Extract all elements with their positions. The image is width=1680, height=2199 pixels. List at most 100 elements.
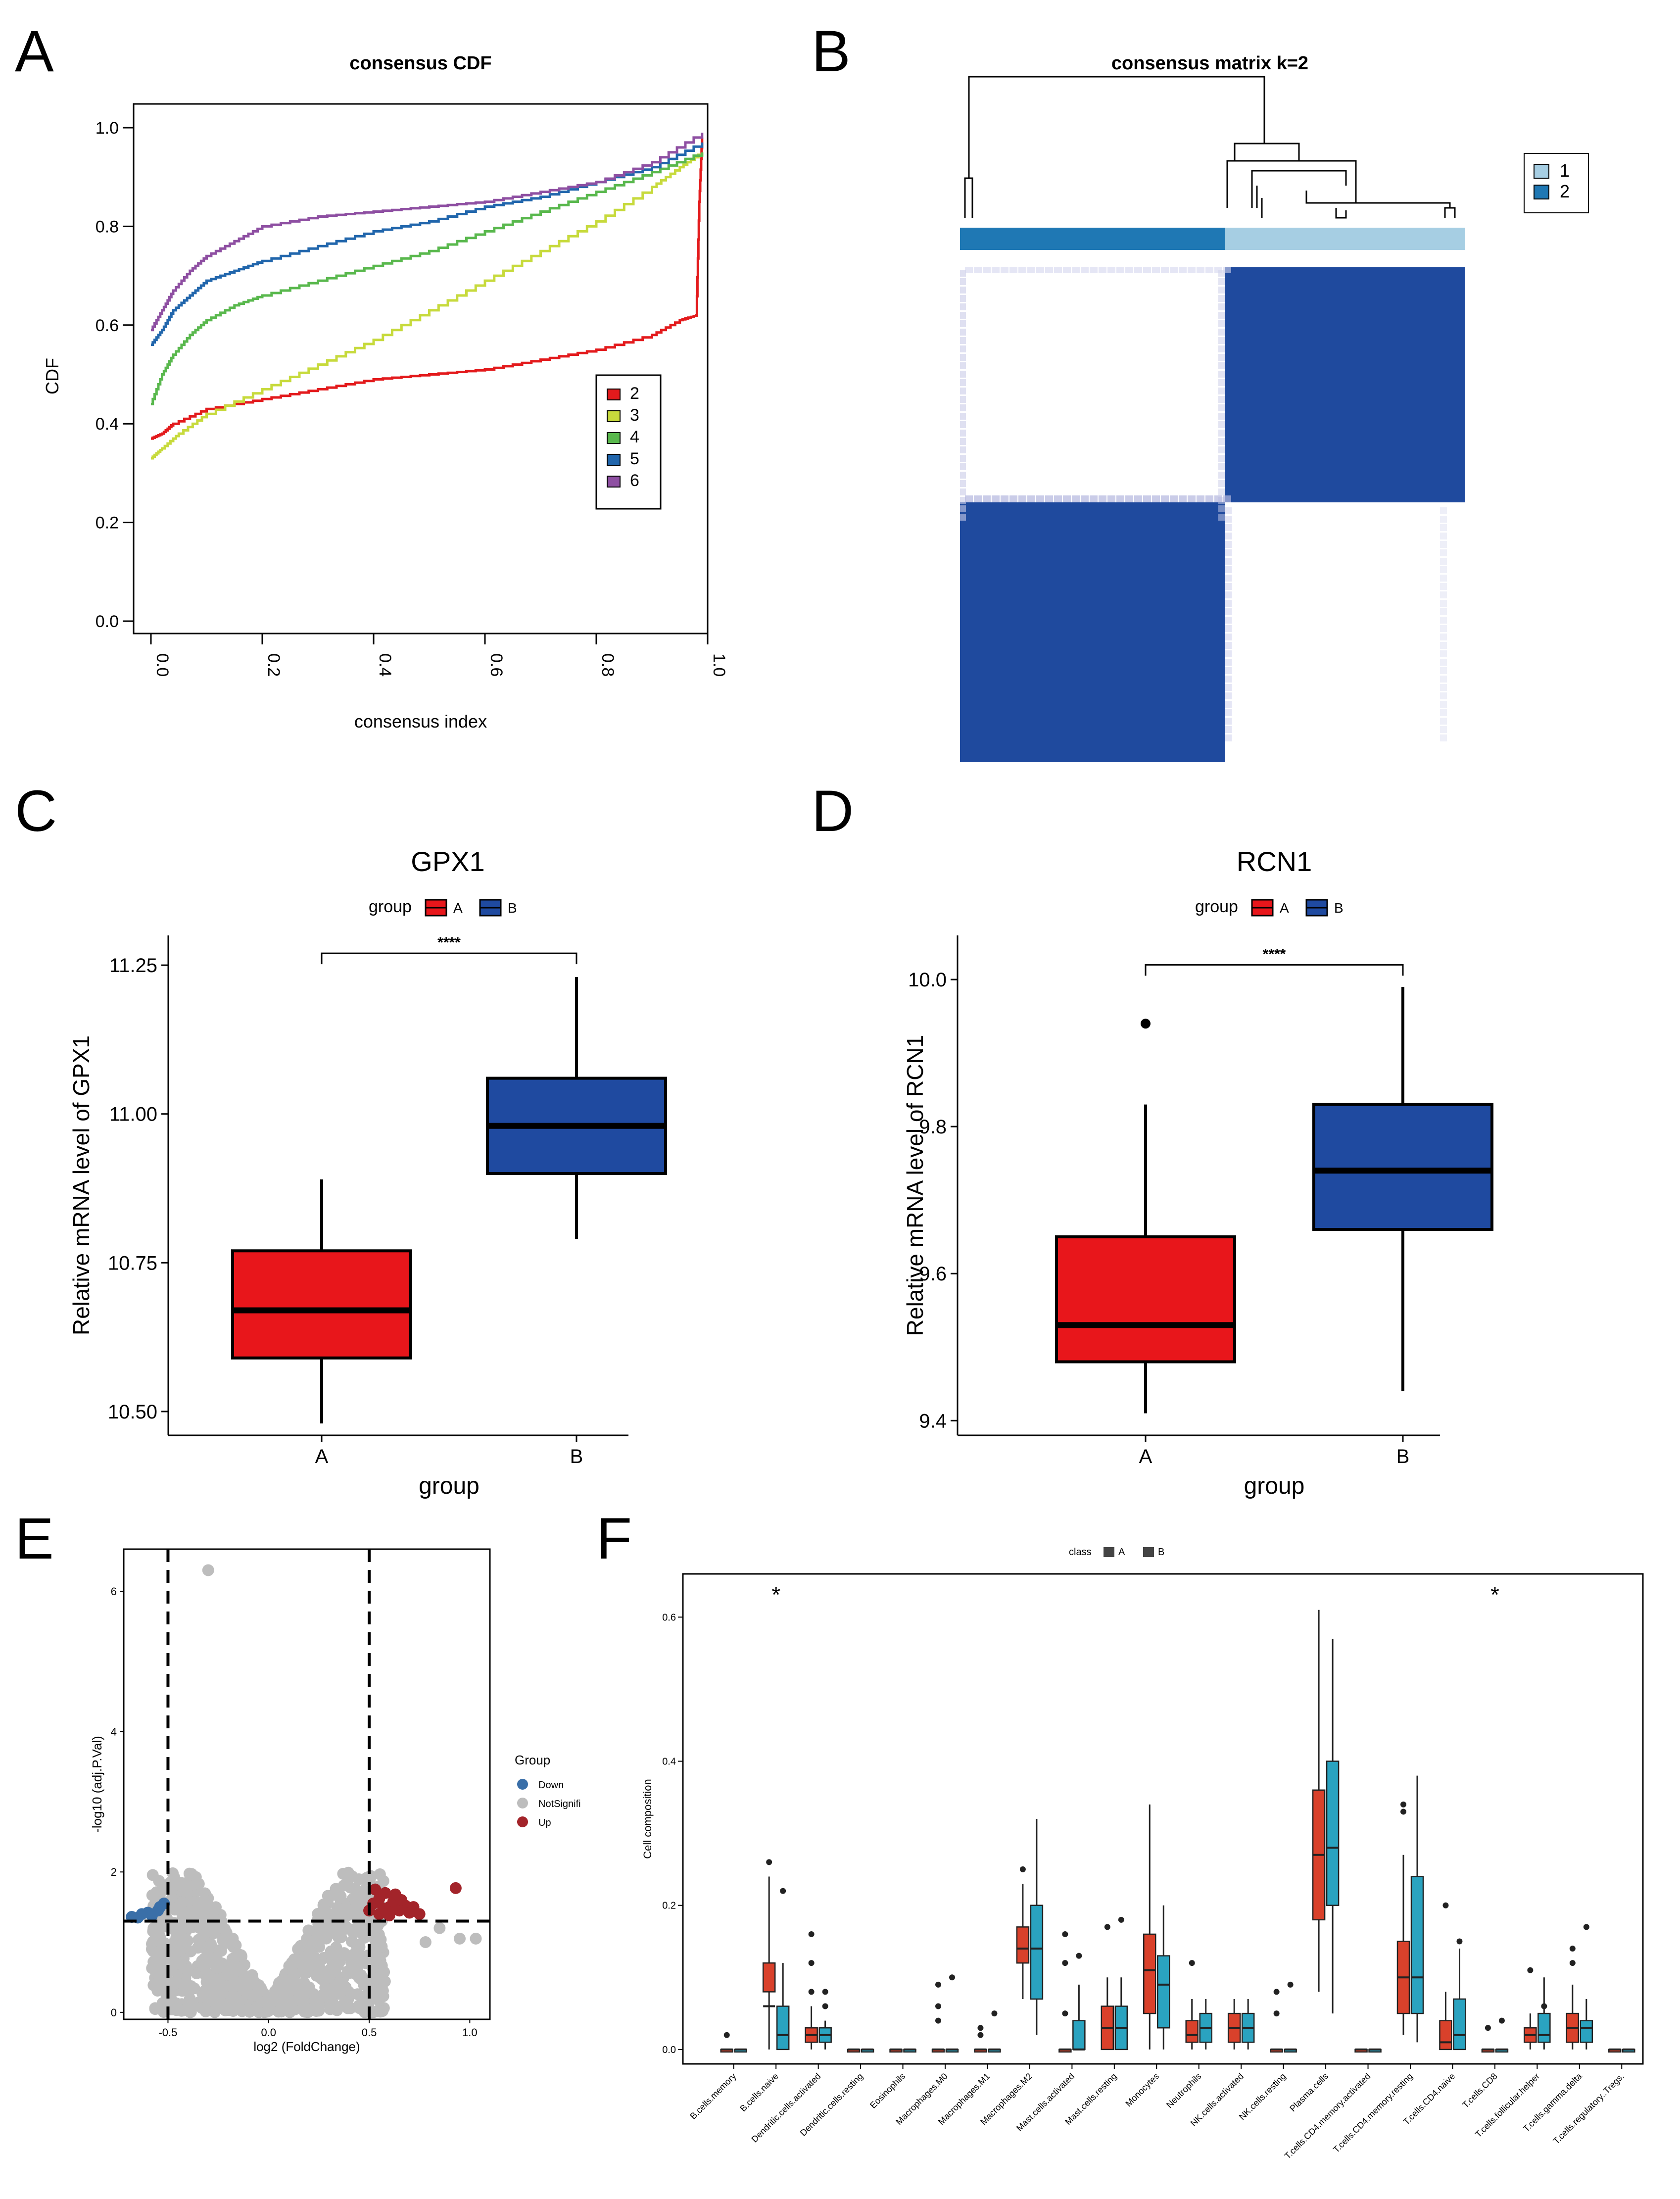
legend-dot (517, 1779, 528, 1790)
ns-point (235, 1965, 246, 1977)
noise-cell (1440, 524, 1447, 531)
y-tick-label: 1.0 (96, 119, 119, 138)
outlier-point (1498, 2017, 1505, 2024)
noise-cell (1225, 650, 1232, 657)
matrix-title: consensus matrix k=2 (1111, 53, 1308, 74)
outlier-point (1062, 1931, 1068, 1937)
noise-cell (960, 455, 966, 462)
noise-cell (1218, 303, 1225, 310)
noise-cell (1218, 455, 1225, 462)
plot-frame (133, 103, 709, 635)
ns-point (168, 1950, 180, 1962)
outlier-point (1485, 2025, 1491, 2031)
ns-point (242, 2003, 254, 2015)
noise-cell (960, 463, 966, 470)
y-tick-label: 2 (111, 1866, 117, 1878)
noise-cell (1218, 421, 1225, 428)
noise-cell (965, 495, 973, 502)
ns-point (200, 1895, 212, 1907)
noise-cell (960, 312, 966, 319)
legend-dot (517, 1816, 528, 1827)
outlier-point (1273, 1989, 1280, 1995)
noise-cell (992, 267, 1000, 273)
ns-point (358, 1884, 370, 1897)
legend-title: class (1069, 1547, 1092, 1558)
ns-point (378, 1966, 390, 1978)
ns-point (470, 1932, 482, 1945)
matrix-block-top-right (1225, 267, 1465, 502)
noise-cell (1197, 267, 1204, 273)
y-tick-label: 10.50 (108, 1401, 157, 1423)
noise-cell (1054, 495, 1062, 502)
panel-label-d: D (812, 779, 854, 844)
not-significant-points (145, 1564, 482, 2018)
x-tick-label: Neutrophils (1164, 2071, 1203, 2110)
outlier-point (808, 1931, 815, 1937)
ns-point (183, 1867, 195, 1880)
panel-label-e: E (15, 1506, 54, 1571)
noise-cell (1440, 507, 1447, 514)
outlier-point (1569, 1960, 1576, 1966)
down-point (145, 1909, 158, 1922)
y-axis-label: CDF (42, 358, 62, 394)
noise-cell (1440, 667, 1447, 674)
ns-point (333, 1904, 345, 1916)
legend-title: Group (515, 1753, 550, 1767)
noise-cell (1143, 267, 1151, 273)
outlier-point (977, 2032, 984, 2038)
outlier-point (1076, 1953, 1082, 1959)
noise-cell (1218, 463, 1225, 470)
ns-point (301, 2003, 314, 2015)
noise-cell (960, 354, 966, 361)
noise-cell (1440, 516, 1447, 523)
ns-point (321, 1991, 334, 2004)
matrix-noise (960, 267, 1447, 741)
box-B (1072, 2020, 1086, 2051)
noise-cell (1090, 267, 1098, 273)
y-tick-label: 10.0 (908, 969, 947, 991)
y-tick-label: 0.4 (96, 415, 119, 434)
box-A (231, 1249, 412, 1360)
noise-cell (1099, 267, 1106, 273)
x-tick-label: B.cells.naive (738, 2071, 780, 2114)
noise-cell (1218, 287, 1225, 293)
matrix-legend-swatch (1534, 185, 1549, 199)
y-tick-label: 0.2 (662, 1901, 676, 1911)
outlier-points (723, 1801, 1589, 2038)
outlier-point (1442, 1902, 1449, 1908)
cluster-bar-2 (960, 228, 1225, 250)
noise-cell (1225, 625, 1232, 632)
legend-label-B: B (1334, 900, 1344, 916)
ns-point (208, 2006, 221, 2018)
noise-cell (1440, 617, 1447, 624)
panel-b-consensus-matrix: consensus matrix k=2 12 (960, 53, 1589, 762)
x-tick-label: Plasma.cells (1288, 2071, 1330, 2114)
y-axis-label: Relative mRNA level of GPX1 (68, 1035, 94, 1335)
y-tick-label: 0.8 (96, 217, 119, 236)
noise-cell (1125, 267, 1133, 273)
box-B (1157, 1955, 1170, 2029)
outlier-point (1118, 1916, 1124, 1923)
box-A (1055, 1235, 1236, 1364)
noise-cell (1027, 267, 1035, 273)
legend-label-B: B (1158, 1547, 1164, 1558)
noise-cell (1125, 495, 1133, 502)
noise-cell (974, 267, 982, 273)
ns-point (350, 1938, 362, 1951)
legend-title: group (369, 897, 412, 916)
significance-bracket (321, 952, 577, 965)
ns-point (310, 1926, 323, 1938)
legend-label: NotSignifi (538, 1799, 581, 1809)
ns-point (185, 2002, 197, 2014)
ns-point (280, 1974, 292, 1987)
ns-point (377, 1875, 389, 1887)
noise-cell (983, 267, 991, 273)
legend-label-6: 6 (630, 471, 639, 490)
ns-point (335, 1931, 347, 1944)
ns-point (147, 1935, 159, 1948)
noise-cell (1116, 495, 1124, 502)
ns-point (350, 1894, 363, 1906)
noise-cell (1440, 575, 1447, 582)
outlier-point (935, 2017, 941, 2024)
ns-point (219, 2001, 232, 2013)
